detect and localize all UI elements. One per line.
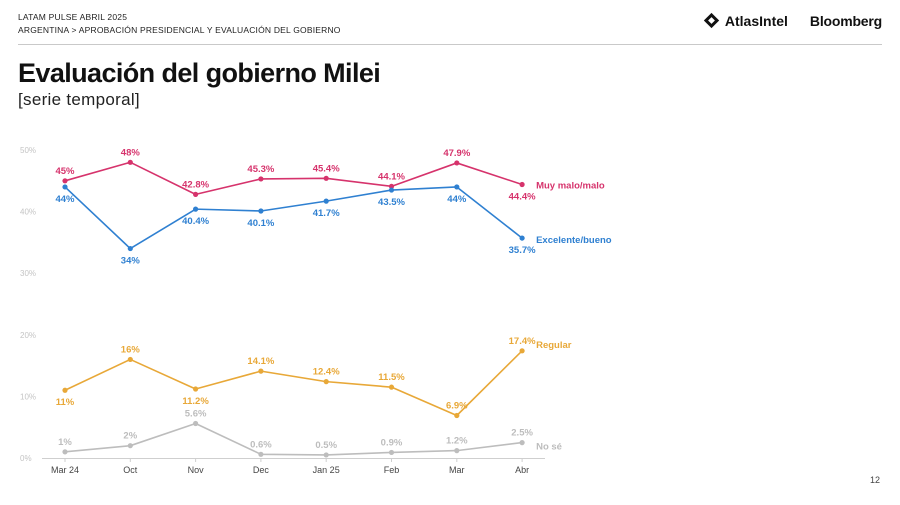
atlasintel-logo-text: AtlasIntel: [724, 12, 788, 29]
data-label: 45.3%: [247, 164, 274, 175]
data-point: [193, 191, 199, 197]
data-label: 5.6%: [185, 409, 207, 420]
data-label: 1.2%: [446, 436, 468, 447]
bloomberg-logo: Bloomberg: [809, 12, 882, 29]
data-label: 11.5%: [378, 372, 405, 383]
data-point: [258, 451, 264, 457]
data-point: [258, 176, 264, 182]
data-point: [323, 452, 329, 458]
data-point: [62, 387, 68, 393]
data-point: [62, 184, 68, 190]
data-label: 44.4%: [509, 191, 536, 202]
series-line: [64, 161, 523, 196]
series-line: [64, 186, 523, 250]
data-point: [454, 448, 460, 454]
series-label: Regular: [536, 340, 572, 351]
data-label: 44%: [447, 194, 467, 205]
page-number: 12: [869, 475, 880, 485]
logos: AtlasIntel Bloomberg: [703, 12, 882, 29]
data-point: [62, 449, 68, 455]
page-subtitle: [serie temporal]: [18, 90, 140, 109]
data-point: [127, 443, 133, 449]
data-point: [127, 159, 133, 165]
data-label: 1%: [58, 437, 72, 448]
data-label: 40.1%: [247, 218, 274, 229]
y-tick-label: 0%: [20, 454, 32, 463]
x-tick-label: Oct: [123, 465, 138, 475]
data-point: [454, 184, 460, 190]
series-line: [64, 422, 523, 456]
data-label: 47.9%: [443, 148, 470, 159]
atlasintel-logo-icon: [703, 12, 720, 29]
data-point: [193, 386, 199, 392]
data-point: [127, 245, 133, 252]
y-tick-label: 30%: [20, 269, 36, 278]
y-tick-label: 10%: [20, 392, 36, 401]
page-title: Evaluación del gobierno Milei: [18, 58, 381, 88]
x-tick-label: Mar: [449, 465, 465, 475]
data-point: [519, 440, 525, 446]
x-tick-label: Feb: [384, 465, 400, 475]
data-label: 0.9%: [381, 437, 403, 448]
data-label: 11%: [56, 397, 75, 408]
data-point: [323, 379, 329, 385]
data-point: [388, 384, 395, 390]
data-label: 45%: [55, 166, 75, 177]
data-label: 11.2%: [182, 396, 209, 407]
data-label: 34%: [121, 256, 141, 267]
report-header: LATAM PULSE ABRIL 2025 ARGENTINA > APROB…: [18, 10, 882, 45]
data-point: [258, 208, 264, 214]
series-line: [64, 350, 523, 417]
data-label: 42.8%: [182, 179, 209, 190]
y-tick-label: 20%: [20, 331, 36, 340]
data-label: 44.1%: [378, 171, 405, 182]
data-label: 12.4%: [313, 367, 340, 378]
series-label: Muy malo/malo: [536, 180, 605, 191]
x-tick-label: Dec: [253, 465, 270, 475]
data-label: 17.4%: [509, 336, 536, 347]
data-point: [519, 181, 525, 188]
data-label: 16%: [121, 344, 141, 355]
series-label: No sé: [536, 442, 562, 453]
breadcrumb: ARGENTINA > APROBACIÓN PRESIDENCIAL Y EV…: [18, 25, 341, 35]
report-name: LATAM PULSE ABRIL 2025: [18, 12, 128, 22]
data-point: [193, 206, 199, 212]
data-point: [388, 187, 395, 193]
data-point: [519, 235, 525, 241]
data-label: 2.5%: [511, 428, 533, 439]
data-label: 0.5%: [315, 440, 337, 451]
y-tick-label: 50%: [20, 146, 36, 155]
data-label: 2%: [123, 431, 137, 442]
data-point: [454, 412, 460, 419]
data-point: [193, 420, 199, 427]
x-tick-label: Nov: [188, 465, 205, 475]
data-point: [62, 178, 68, 184]
data-point: [258, 368, 264, 374]
data-label: 35.7%: [509, 245, 536, 256]
data-label: 45.4%: [313, 163, 340, 174]
atlasintel-logo: AtlasIntel: [703, 12, 788, 29]
data-label: 41.7%: [313, 208, 340, 219]
data-point: [323, 175, 329, 181]
x-tick-label: Mar 24: [51, 465, 79, 475]
data-point: [388, 183, 395, 189]
data-point: [127, 356, 133, 363]
data-label: 44%: [55, 194, 75, 205]
data-label: 14.1%: [247, 356, 274, 367]
data-label: 0.6%: [250, 439, 272, 450]
x-tick-label: Abr: [515, 465, 529, 475]
data-label: 43.5%: [378, 197, 405, 208]
series-label: Excelente/bueno: [536, 235, 612, 246]
x-tick-label: Jan 25: [313, 465, 340, 475]
data-label: 40.4%: [182, 216, 209, 227]
data-point: [323, 198, 329, 204]
data-point: [454, 160, 460, 166]
data-point: [388, 449, 395, 456]
data-label: 48%: [121, 147, 141, 158]
data-point: [519, 348, 525, 354]
data-label: 6.9%: [446, 400, 468, 411]
y-tick-label: 40%: [20, 208, 36, 217]
